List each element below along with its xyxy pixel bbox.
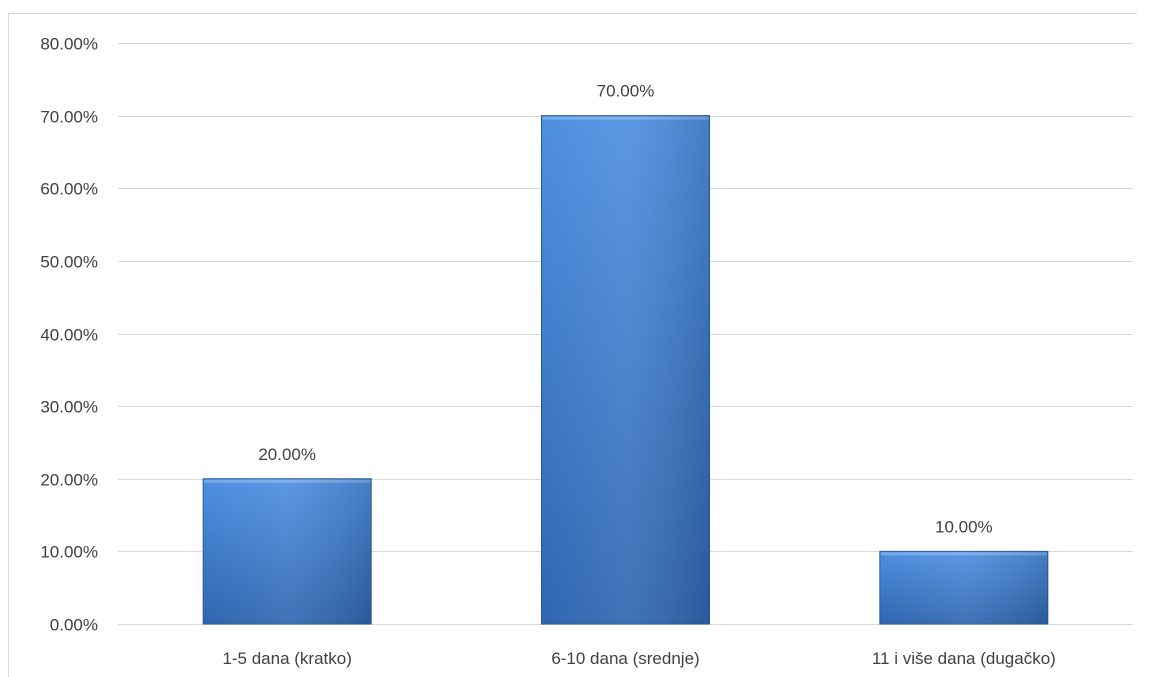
data-labels: 20.00% 70.00% 10.00% bbox=[258, 82, 992, 537]
y-tick-label: 60.00% bbox=[40, 180, 98, 199]
data-label: 20.00% bbox=[258, 445, 316, 464]
data-label: 10.00% bbox=[935, 517, 993, 536]
y-tick-label: 80.00% bbox=[40, 35, 98, 54]
y-tick-label: 70.00% bbox=[40, 108, 98, 127]
y-tick-label: 50.00% bbox=[40, 253, 98, 272]
data-label: 70.00% bbox=[597, 82, 655, 101]
x-tick-label: 1-5 dana (kratko) bbox=[222, 649, 351, 668]
x-tick-label: 11 i više dana (dugačko) bbox=[872, 649, 1056, 668]
frame-left-border bbox=[8, 13, 9, 677]
bar-1 bbox=[202, 478, 372, 625]
bar-shading bbox=[541, 115, 710, 624]
y-tick-label: 20.00% bbox=[40, 471, 98, 490]
bar-2 bbox=[541, 115, 710, 625]
y-axis-ticks: 0.00% 10.00% 20.00% 30.00% 40.00% 50.00% 60.00… bbox=[40, 35, 98, 635]
bar-shading bbox=[879, 551, 1048, 624]
y-tick-label: 0.00% bbox=[50, 616, 98, 635]
frame-top-border bbox=[9, 13, 1137, 14]
bar-shading bbox=[203, 478, 372, 624]
bars bbox=[202, 115, 1049, 625]
y-tick-label: 10.00% bbox=[40, 543, 98, 562]
x-tick-label: 6-10 dana (srednje) bbox=[551, 649, 699, 668]
y-tick-label: 30.00% bbox=[40, 398, 98, 417]
y-tick-label: 40.00% bbox=[40, 326, 98, 345]
x-axis-ticks: 1-5 dana (kratko) 6-10 dana (srednje) 11 i… bbox=[222, 649, 1055, 668]
bar-3 bbox=[879, 550, 1049, 625]
